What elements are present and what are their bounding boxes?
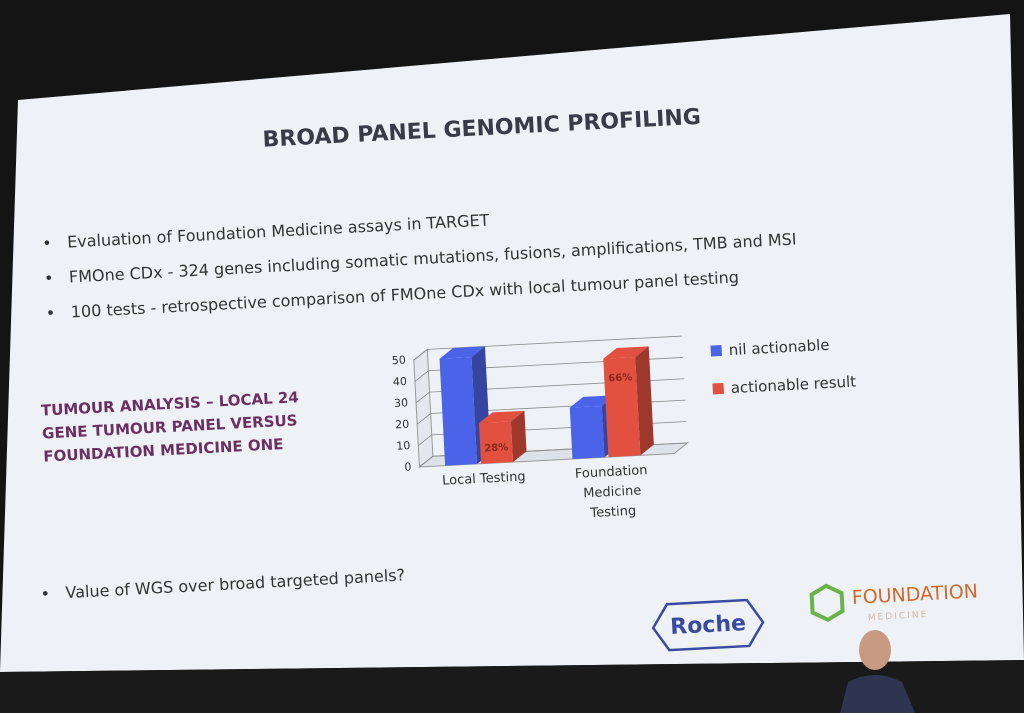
bar-side <box>635 346 654 456</box>
bar-top <box>569 395 616 408</box>
speaker-body <box>840 675 915 713</box>
bar <box>603 357 641 458</box>
bar <box>569 405 605 459</box>
grid-line <box>414 357 684 382</box>
y-tick-label: 40 <box>393 375 408 389</box>
legend-label: nil actionable <box>728 336 830 359</box>
x-tick-box: Local Testing <box>442 469 526 488</box>
grid-line <box>413 335 682 361</box>
legend-swatch <box>712 382 725 395</box>
fm-logo-sub: MEDICINE <box>868 610 929 623</box>
bar-annotation: 66% <box>608 372 632 384</box>
bullet-dot: • <box>44 268 54 287</box>
bar-top <box>603 346 649 359</box>
legend-swatch <box>710 344 723 357</box>
y-tick-label: 10 <box>396 439 411 453</box>
side-text: TUMOUR ANALYSIS – LOCAL 24 GENE TUMOUR P… <box>40 388 300 466</box>
y-tick-label: 50 <box>391 354 406 368</box>
bar <box>478 421 514 464</box>
slide-screen <box>0 14 1024 672</box>
y-tick-label: 20 <box>395 418 410 432</box>
bar-side <box>510 410 527 463</box>
bar-annotation: 28% <box>484 442 508 454</box>
chart: 0 10 20 30 40 50 28% Local Testing 66% Foundation… <box>391 335 857 522</box>
roche-logo: Roche <box>670 611 747 640</box>
bar-top <box>478 410 525 424</box>
speaker-head <box>859 630 891 670</box>
bullet-dot: • <box>40 584 50 603</box>
fm-icon <box>809 583 845 623</box>
bullet-dot: • <box>45 303 55 322</box>
grid-line <box>415 378 685 404</box>
roche-hexagon <box>651 598 765 652</box>
bullet-dot: • <box>42 233 52 252</box>
y-tick-label: 0 <box>404 460 412 473</box>
stage <box>0 660 1024 713</box>
x-tick-label: Foundation Medicine Testing <box>574 463 648 522</box>
x-tick-box: Foundation Medicine Testing <box>574 463 648 522</box>
bar-top <box>439 346 485 359</box>
y-tick-label: 30 <box>394 396 409 410</box>
bar <box>439 357 478 466</box>
side-text-box: TUMOUR ANALYSIS – LOCAL 24 GENE TUMOUR P… <box>40 388 300 466</box>
